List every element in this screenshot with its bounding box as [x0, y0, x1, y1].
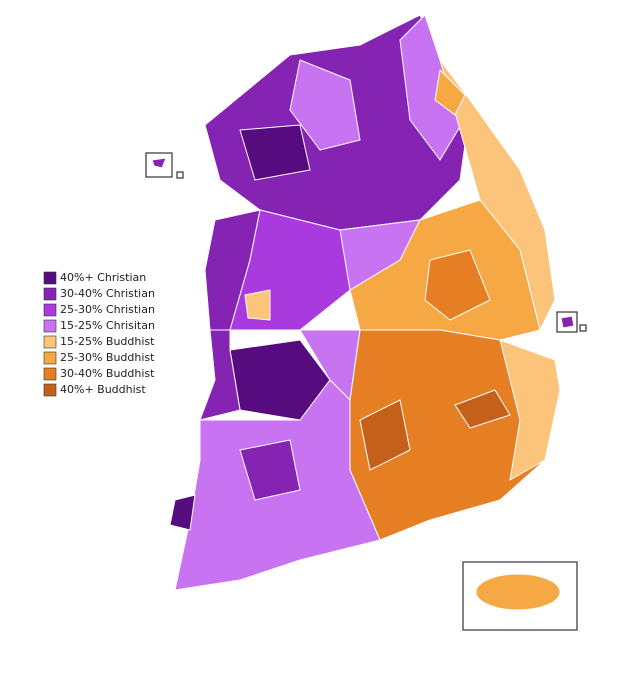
region: [199, 329, 241, 421]
legend-swatch: [43, 335, 57, 349]
inset-box: [145, 152, 173, 178]
inset-marker: [579, 324, 587, 332]
region: [439, 59, 556, 331]
inset-box: [556, 311, 578, 333]
legend-label: 30-40% Christian: [60, 287, 155, 300]
legend-swatch: [43, 287, 57, 301]
legend-swatch: [43, 319, 57, 333]
region: [239, 439, 301, 501]
island: [151, 157, 167, 169]
legend-swatch: [43, 351, 57, 365]
legend-swatch: [43, 367, 57, 381]
inset-marker: [176, 171, 184, 179]
legend-label: 25-30% Buddhist: [60, 351, 155, 364]
legend-label: 40%+ Buddhist: [60, 383, 146, 396]
legend: 40%+ Christian 30-40% Christian 25-30% Chr…: [43, 271, 155, 397]
inset-box: [462, 561, 578, 631]
legend-label: 25-30% Christian: [60, 303, 155, 316]
legend-swatch: [43, 303, 57, 317]
region: [239, 124, 311, 181]
legend-swatch: [43, 383, 57, 397]
region: [454, 389, 511, 429]
island: [560, 315, 575, 329]
region: [424, 249, 491, 321]
region: [169, 494, 196, 531]
jeju: [475, 573, 561, 611]
regions: [169, 14, 561, 591]
legend-label: 40%+ Christian: [60, 271, 146, 284]
legend-label: 30-40% Buddhist: [60, 367, 155, 380]
region: [244, 289, 271, 321]
region: [359, 399, 411, 471]
region: [499, 339, 561, 481]
legend-label: 15-25% Buddhist: [60, 335, 155, 348]
legend-label: 15-25% Chrisitan: [60, 319, 155, 332]
region: [289, 59, 361, 151]
region: [434, 69, 466, 116]
legend-swatch: [43, 271, 57, 285]
